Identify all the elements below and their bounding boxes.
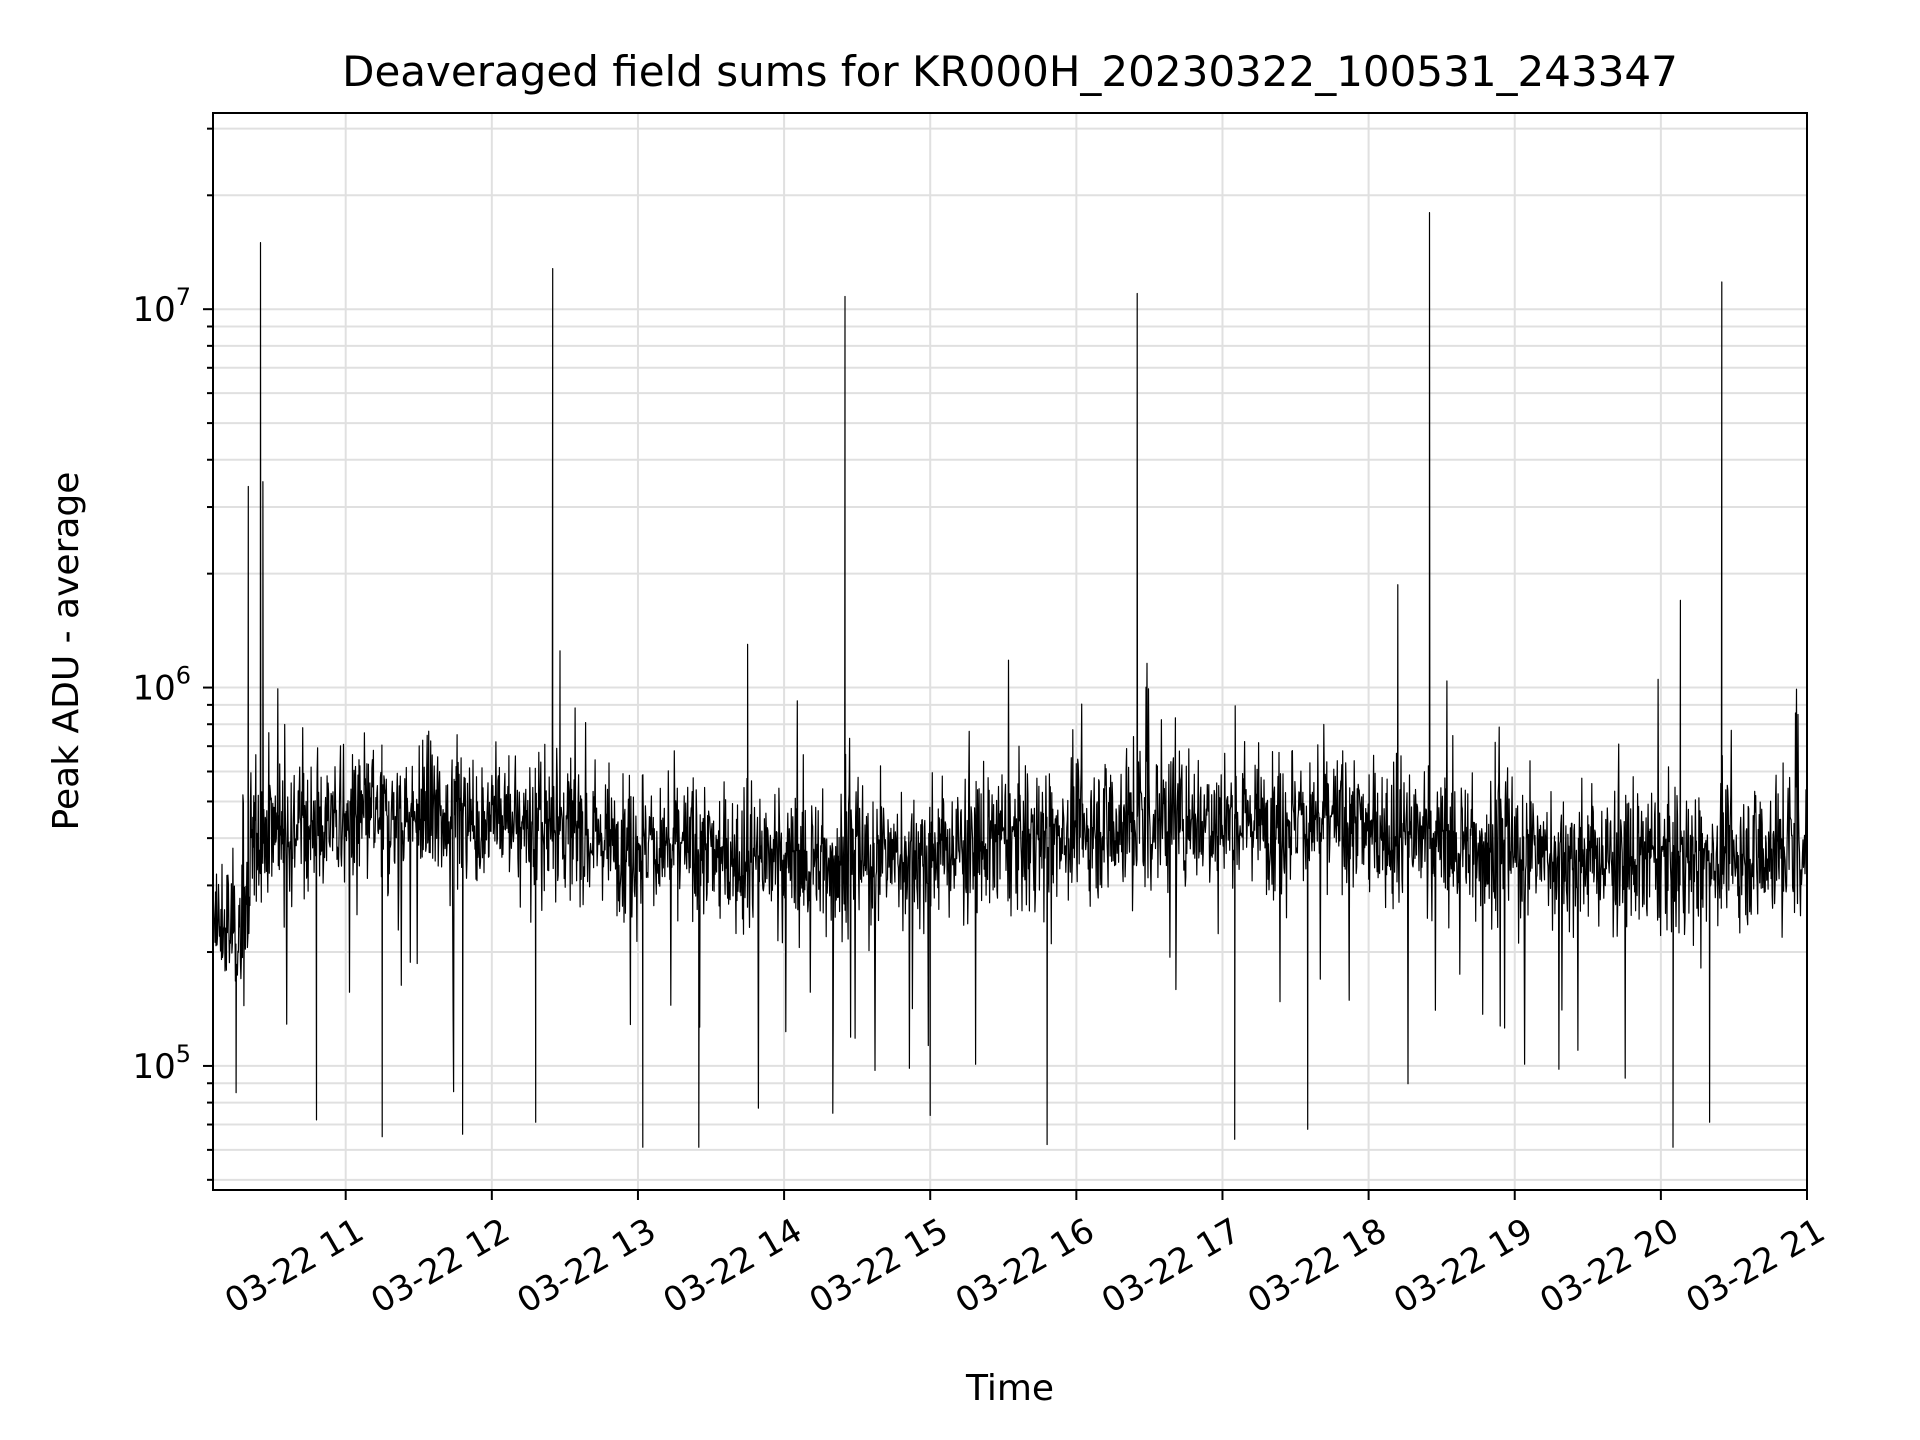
y-tick-label: 105: [132, 1040, 191, 1087]
y-axis: 105 106 107: [132, 127, 213, 1181]
y-tick-label: 107: [132, 283, 191, 330]
series-line: [212, 152, 1808, 1148]
x-axis-label: Time: [965, 1368, 1054, 1409]
y-tick-label: 106: [132, 662, 191, 709]
series-layer: [212, 152, 1808, 1148]
grid: [213, 113, 1808, 1190]
chart-title: Deaveraged field sums for KR000H_2023032…: [342, 47, 1678, 96]
plot-frame: [212, 112, 1808, 1191]
y-axis-label: Peak ADU - average: [46, 472, 87, 831]
